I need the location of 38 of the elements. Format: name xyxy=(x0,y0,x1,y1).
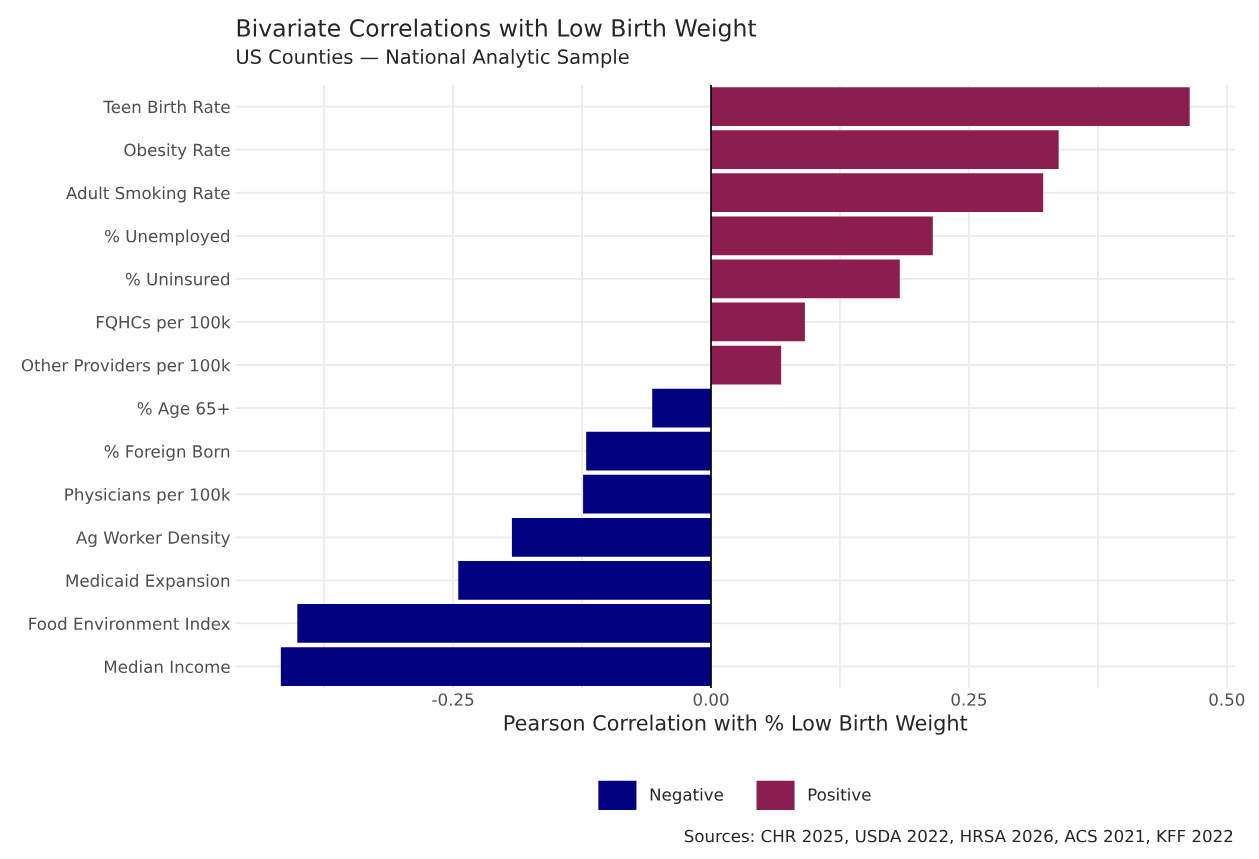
legend-label: Positive xyxy=(808,787,871,801)
bar xyxy=(280,647,712,686)
x-tick-label: -0.25 xyxy=(432,693,474,706)
source-note: Sources: CHR 2025, USDA 2022, HRSA 2026, ACS 2021, KFF 2022 xyxy=(684,829,1233,845)
y-tick-label: Other Providers per 100k xyxy=(21,358,231,375)
bar xyxy=(297,604,712,643)
bar xyxy=(586,431,712,471)
bar xyxy=(711,259,900,299)
y-tick-label: Ag Worker Density xyxy=(76,530,231,548)
x-tick-label: 0.25 xyxy=(951,693,987,706)
y-tick-label: % Uninsured xyxy=(125,272,230,286)
bar xyxy=(711,130,1059,170)
y-tick-label: Adult Smoking Rate xyxy=(66,186,230,203)
bar xyxy=(711,345,782,385)
y-tick-label: % Unemployed xyxy=(105,229,230,246)
x-tick-label: 0.50 xyxy=(1209,693,1245,706)
chart-subtitle: US Counties — National Analytic Sample xyxy=(237,49,629,68)
y-tick-label: % Foreign Born xyxy=(104,444,230,461)
x-tick-label: 0.00 xyxy=(693,693,729,706)
bar xyxy=(458,560,712,600)
y-tick-label: Median Income xyxy=(104,660,230,674)
chart-title: Bivariate Correlations with Low Birth Weight xyxy=(237,18,757,42)
y-tick-label: % Age 65+ xyxy=(137,402,229,418)
bar xyxy=(711,302,805,342)
bar xyxy=(711,173,1044,213)
y-tick-label: Physicians per 100k xyxy=(65,487,231,505)
bar xyxy=(583,474,712,514)
legend-label: Negative xyxy=(650,787,723,805)
y-tick-label: Teen Birth Rate xyxy=(103,100,230,114)
bar xyxy=(652,388,712,428)
bar xyxy=(711,216,933,256)
x-axis-title: Pearson Correlation with % Low Birth Weight xyxy=(504,714,968,735)
y-tick-label: Obesity Rate xyxy=(124,143,230,160)
y-tick-label: FQHCs per 100k xyxy=(96,315,231,332)
bar xyxy=(511,517,712,557)
y-tick-label: Food Environment Index xyxy=(29,617,231,631)
bar xyxy=(711,87,1190,126)
y-tick-label: Medicaid Expansion xyxy=(66,574,230,591)
